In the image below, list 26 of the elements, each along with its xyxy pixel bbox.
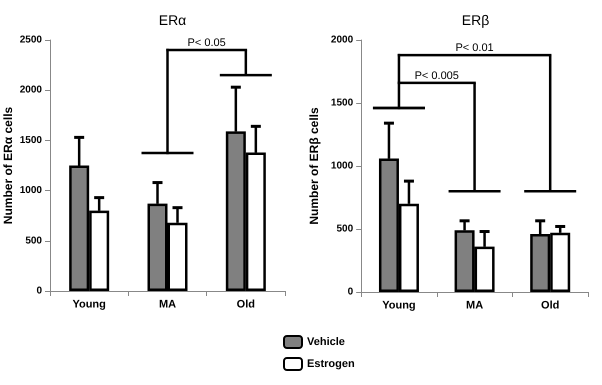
x-tick-label: MA — [158, 298, 176, 310]
y-tick-label: 500 — [336, 224, 354, 234]
y-tick-label: 1000 — [20, 185, 42, 196]
annotation: P< 0.05 — [188, 37, 226, 50]
x-tick-label: Young — [72, 298, 106, 310]
y-tick-label: 1500 — [20, 134, 42, 146]
x-tick-label: MA — [466, 300, 484, 312]
y-axis-title: Number of ERα cells — [1, 106, 15, 224]
y-tick-label: 1000 — [330, 160, 354, 172]
y-tick-label: 1500 — [330, 98, 354, 108]
y-axis-title: Number of ERβ cells — [307, 107, 321, 225]
chart-title: ERβ — [462, 12, 490, 28]
legend-label: Estrogen — [307, 358, 355, 370]
y-tick-label: 2500 — [20, 34, 42, 46]
y-tick-label: 2000 — [330, 34, 354, 46]
x-tick-label: Young — [382, 300, 416, 312]
x-tick-label: Old — [541, 300, 560, 312]
legend-label: Vehicle — [307, 336, 345, 348]
annotation: P< 0.01 — [455, 42, 494, 54]
x-tick-label: Old — [236, 298, 256, 310]
y-tick-label: 500 — [25, 235, 42, 246]
y-tick-label: 0 — [36, 286, 42, 296]
y-tick-label: 2000 — [20, 84, 42, 96]
annotation: P< 0.005 — [414, 70, 459, 82]
y-tick-label: 0 — [348, 286, 354, 298]
chart-title: ERα — [158, 12, 186, 28]
